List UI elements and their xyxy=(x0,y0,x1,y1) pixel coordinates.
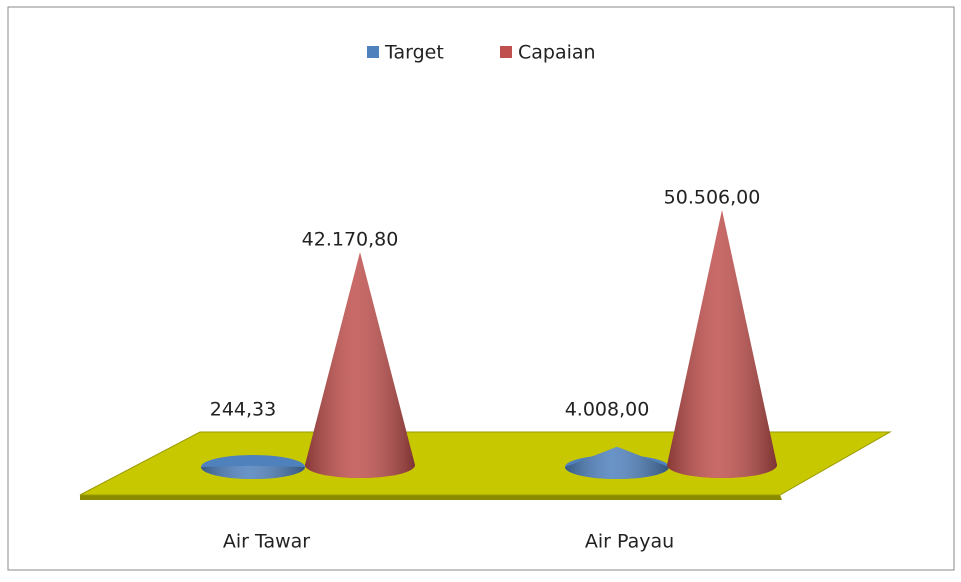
data-label: 50.506,00 xyxy=(664,187,761,209)
cone-shade xyxy=(201,465,305,479)
x-tick-label: Air Payau xyxy=(585,531,674,553)
legend-label: Capaian xyxy=(518,42,596,64)
x-tick-label: Air Tawar xyxy=(223,531,310,553)
floor-side xyxy=(80,495,782,500)
data-label: 4.008,00 xyxy=(565,399,650,421)
cone-shade xyxy=(305,252,415,478)
cone-shade xyxy=(565,446,669,479)
cone-shade xyxy=(667,210,777,478)
data-label: 42.170,80 xyxy=(302,229,399,251)
legend-label: Target xyxy=(384,42,444,64)
legend-swatch xyxy=(367,46,379,58)
data-label: 244,33 xyxy=(210,399,276,421)
legend-swatch xyxy=(500,46,512,58)
